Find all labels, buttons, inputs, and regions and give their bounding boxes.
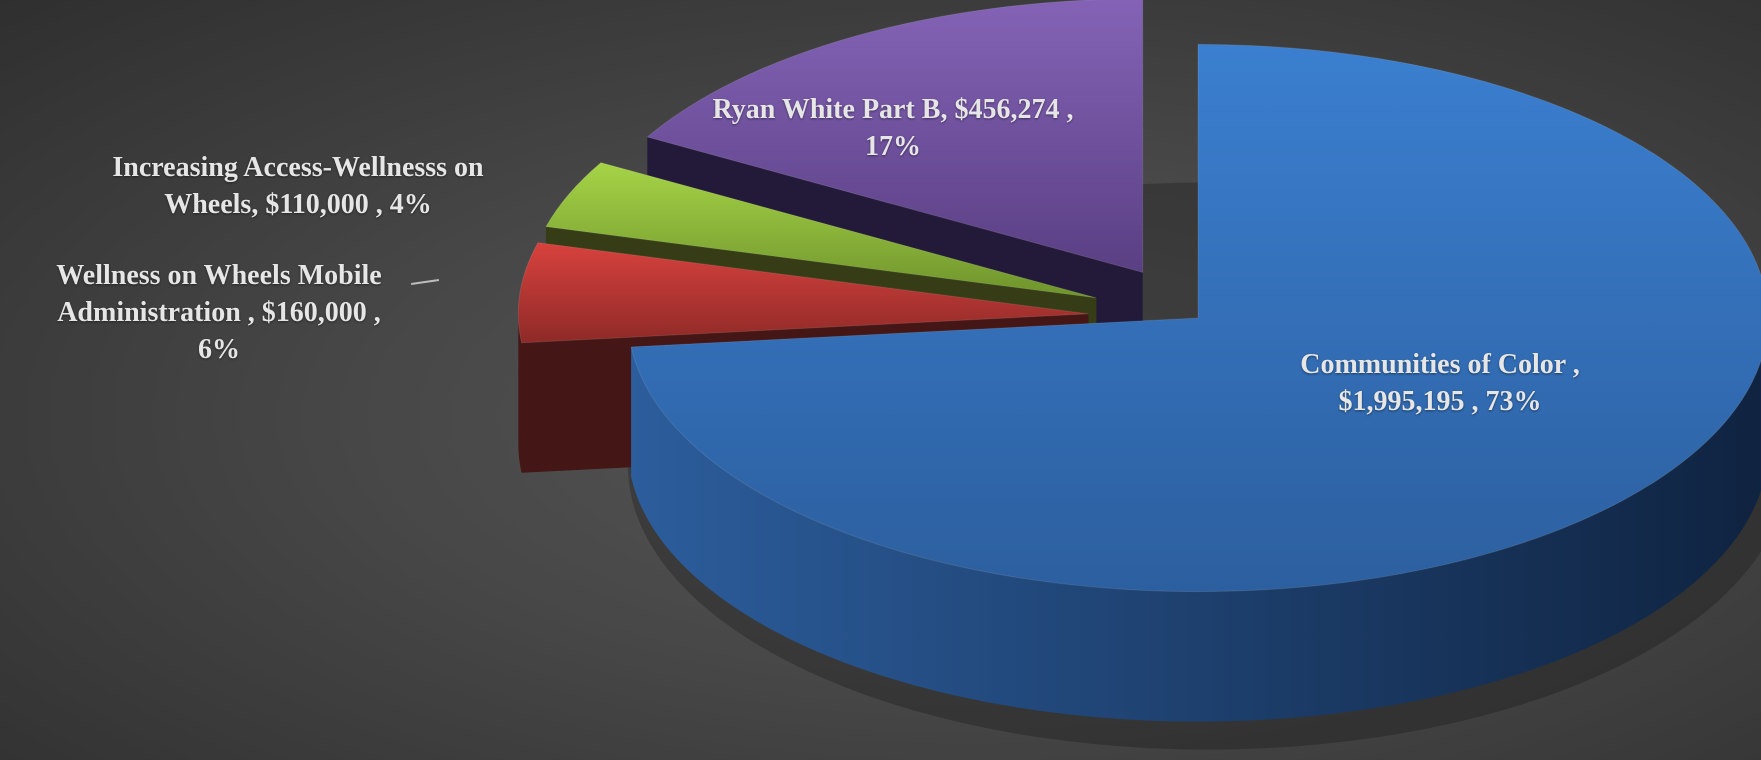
slice-wellness-on-wheels-mobile-administration [517,242,1089,344]
slice-label-communities-of-color: Communities of Color , $1,995,195 , 73% [1300,349,1580,417]
slice-increasing-access-wellnesss-on-wheels [545,162,1097,299]
slice-label-increasing-access-wellness-on-wheels: Increasing Access-Wellnesss on Wheels, $… [112,152,484,220]
slice-ryan-white-part-b [646,0,1144,274]
slice-label-wellness-on-wheels-mobile-administration: Wellness on Wheels Mobile Administration… [56,260,382,365]
slice-label-ryan-white-part-b: Ryan White Part B, $456,274 , 17% [712,94,1074,162]
slice-rim-communities-of-color [631,346,1761,722]
slice-rim-wellness-on-wheels-mobile-administration [518,313,522,473]
slice-communities-of-color [630,43,1761,593]
